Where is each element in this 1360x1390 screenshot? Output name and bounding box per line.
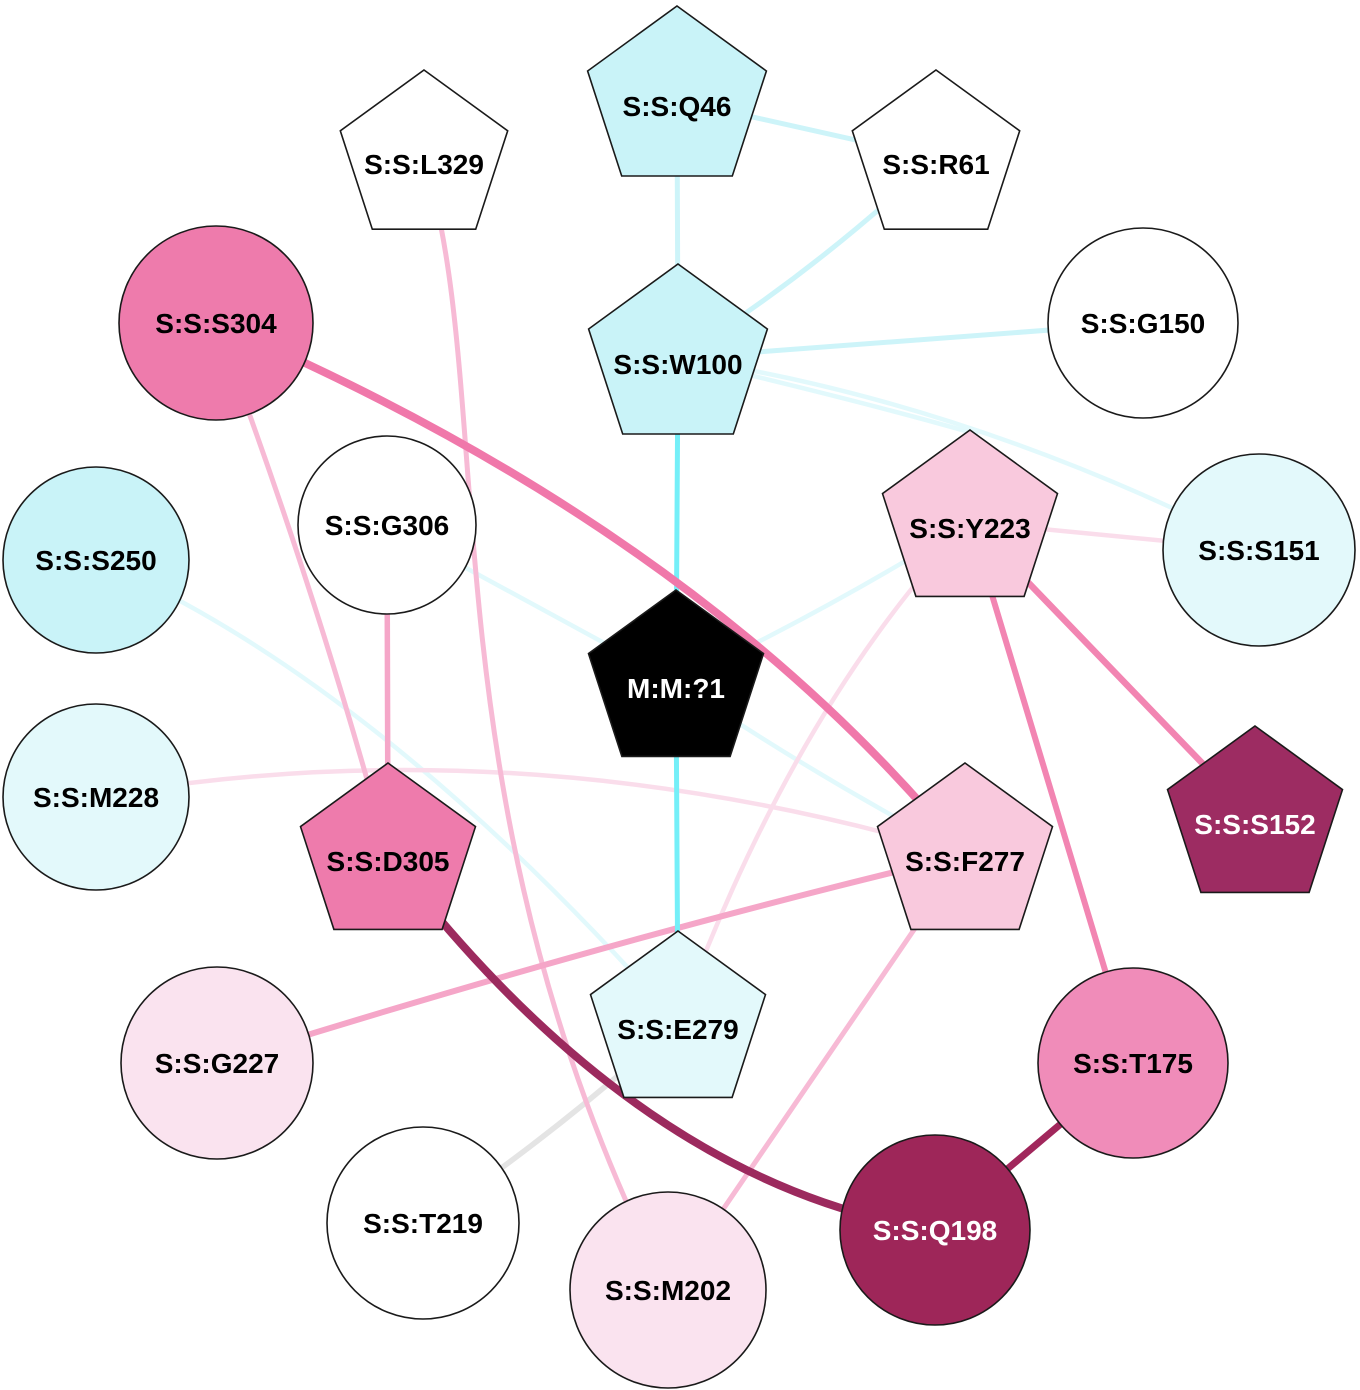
residue-circle-shape[interactable] xyxy=(839,1134,1031,1326)
residue-pentagon-shape[interactable] xyxy=(851,69,1021,230)
residue-pentagon-shape[interactable] xyxy=(299,762,477,931)
edge-l329-m202[interactable] xyxy=(421,155,671,1293)
node-s-s-m202[interactable]: S:S:M202 xyxy=(569,1191,767,1389)
residue-pentagon-shape[interactable] xyxy=(876,762,1054,931)
edge-m228-f277[interactable] xyxy=(93,767,968,858)
node-s-s-s250[interactable]: S:S:S250 xyxy=(2,466,190,654)
residue-pentagon-shape[interactable] xyxy=(881,429,1059,598)
residue-pentagon-shape[interactable] xyxy=(589,930,767,1099)
edge-s304-f277[interactable] xyxy=(212,319,969,859)
residue-circle-shape[interactable] xyxy=(1162,453,1356,647)
residue-circle-shape[interactable] xyxy=(297,435,477,615)
node-s-s-s151[interactable]: S:S:S151 xyxy=(1162,453,1356,647)
residue-pentagon-shape[interactable] xyxy=(587,589,765,758)
residue-pentagon-shape[interactable] xyxy=(339,69,509,230)
node-s-s-g227[interactable]: S:S:G227 xyxy=(120,966,314,1160)
edge-g227-f277[interactable] xyxy=(214,852,968,1066)
residue-circle-shape[interactable] xyxy=(569,1191,767,1389)
residue-circle-shape[interactable] xyxy=(2,466,190,654)
node-s-s-m228[interactable]: S:S:M228 xyxy=(2,703,190,891)
node-s-s-q198[interactable]: S:S:Q198 xyxy=(839,1134,1031,1326)
residue-circle-shape[interactable] xyxy=(118,225,314,421)
residue-circle-shape[interactable] xyxy=(1047,227,1239,419)
node-s-s-g306[interactable]: S:S:G306 xyxy=(297,435,477,615)
residue-pentagon-shape[interactable] xyxy=(1166,725,1344,894)
node-s-s-t219[interactable]: S:S:T219 xyxy=(326,1126,520,1320)
residue-pentagon-shape[interactable] xyxy=(587,263,769,435)
node-s-s-g150[interactable]: S:S:G150 xyxy=(1047,227,1239,419)
residue-circle-shape[interactable] xyxy=(120,966,314,1160)
node-s-s-s304[interactable]: S:S:S304 xyxy=(118,225,314,421)
residue-circle-shape[interactable] xyxy=(326,1126,520,1320)
residue-pentagon-shape[interactable] xyxy=(586,5,768,177)
residue-circle-shape[interactable] xyxy=(2,703,190,891)
node-s-s-t175[interactable]: S:S:T175 xyxy=(1037,967,1229,1159)
residue-circle-shape[interactable] xyxy=(1037,967,1229,1159)
